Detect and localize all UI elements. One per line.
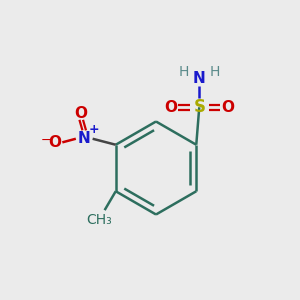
Text: H: H xyxy=(178,65,189,79)
Text: N: N xyxy=(193,71,206,86)
Text: O: O xyxy=(75,106,88,121)
Text: −: − xyxy=(41,134,52,147)
Text: O: O xyxy=(221,100,234,115)
Text: S: S xyxy=(193,98,205,116)
Text: CH₃: CH₃ xyxy=(86,213,112,227)
Text: N: N xyxy=(78,131,91,146)
Text: H: H xyxy=(210,65,220,79)
Text: +: + xyxy=(88,123,99,136)
Text: O: O xyxy=(48,135,61,150)
Text: O: O xyxy=(164,100,177,115)
